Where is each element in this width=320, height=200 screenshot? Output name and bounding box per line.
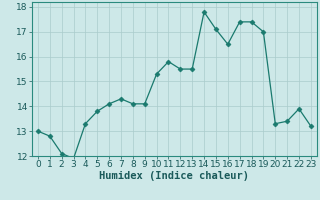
X-axis label: Humidex (Indice chaleur): Humidex (Indice chaleur) (100, 171, 249, 181)
